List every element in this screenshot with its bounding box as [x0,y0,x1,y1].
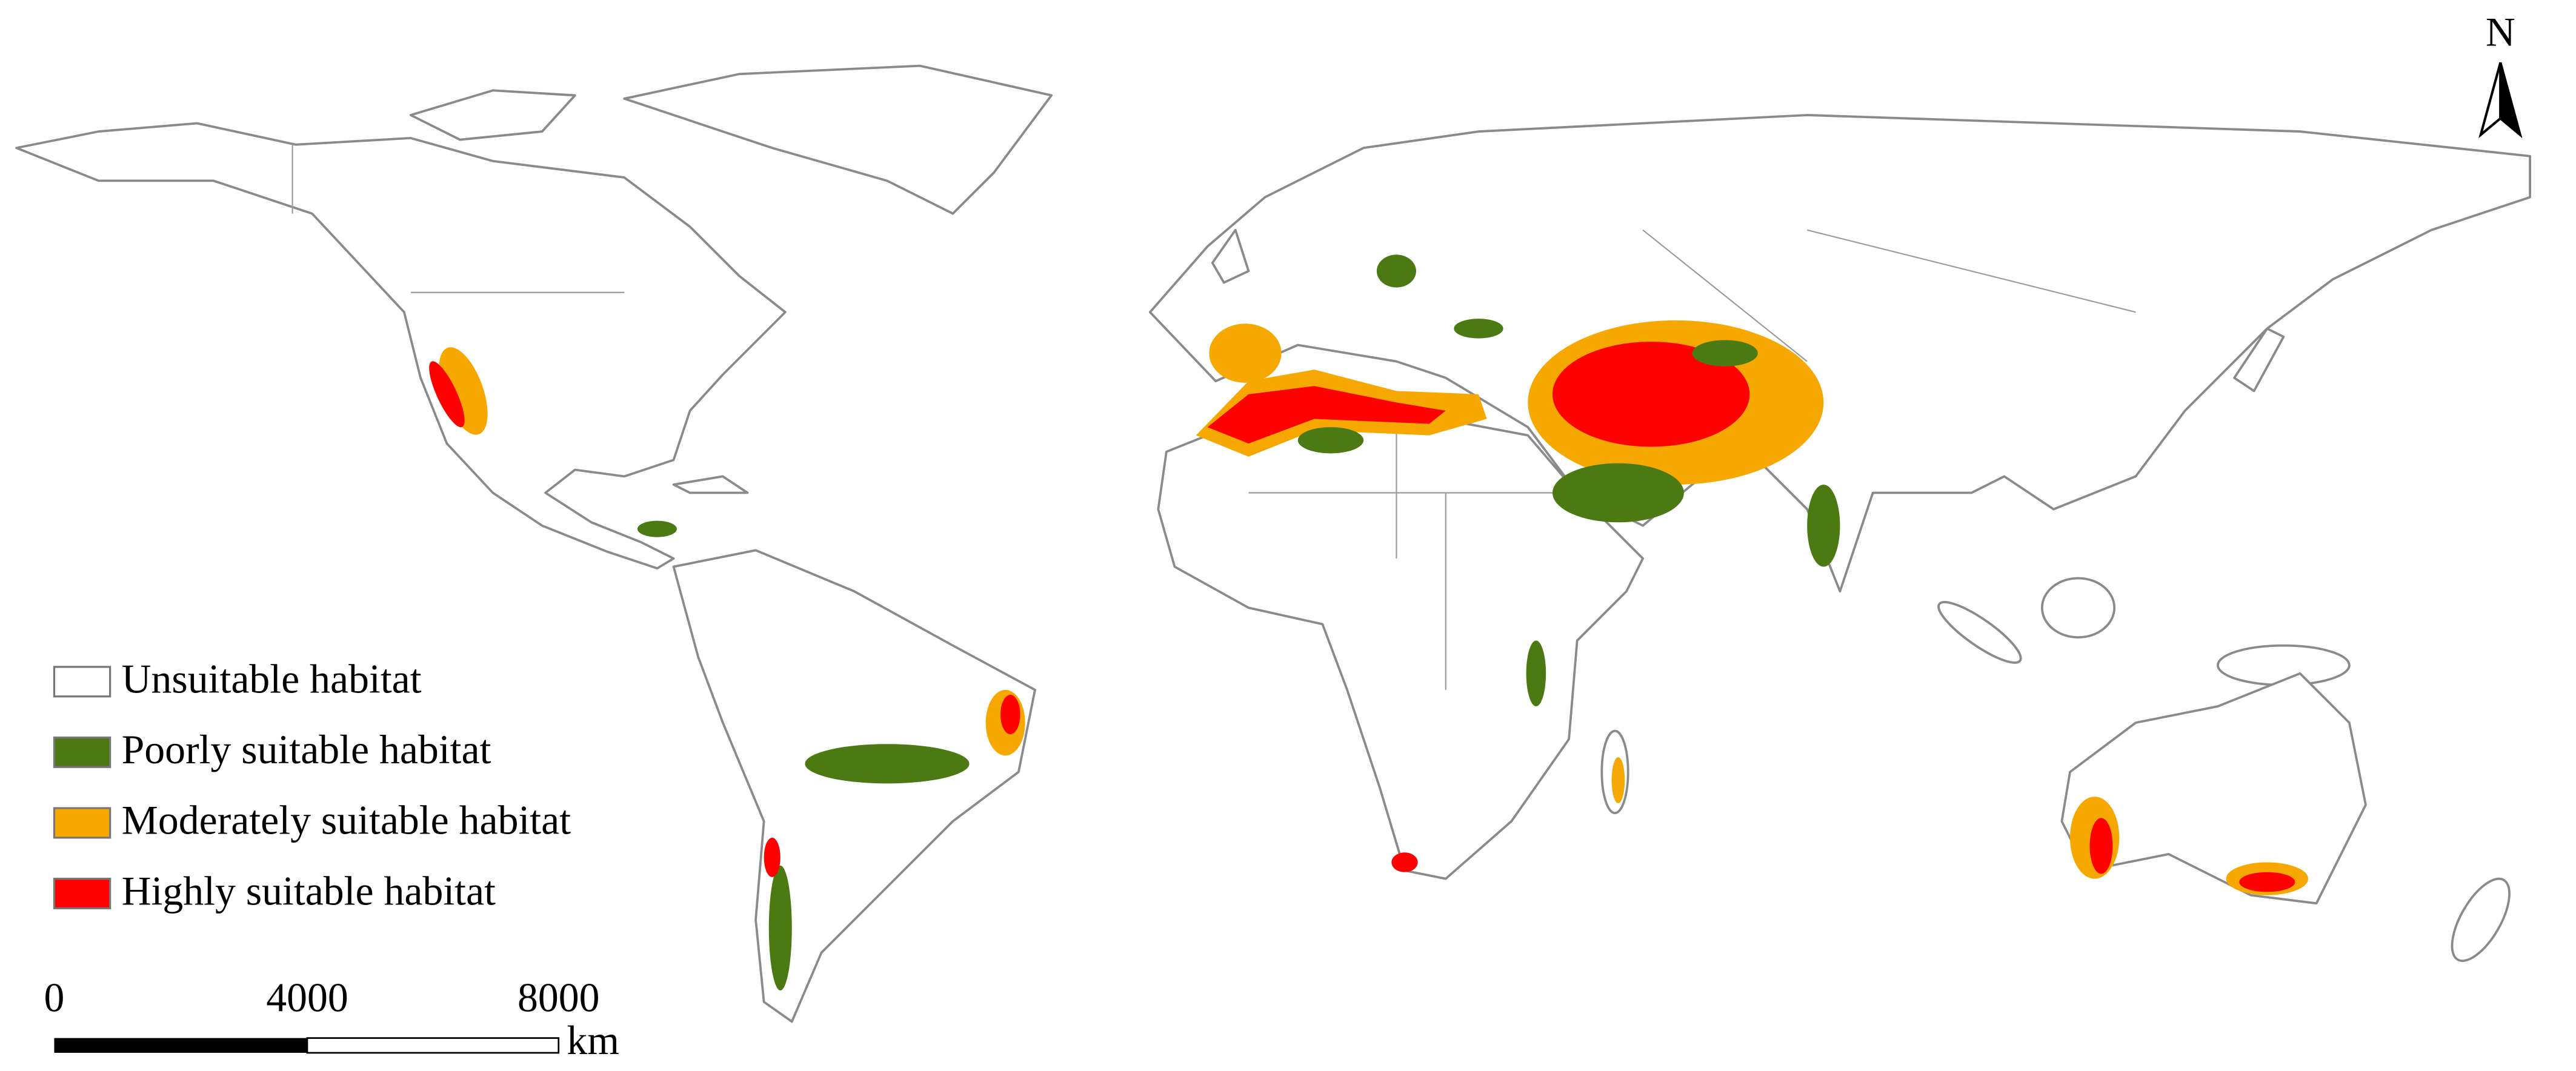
north-arrow-left [2478,62,2502,139]
legend-swatch [53,736,111,768]
habitat-poor [1376,254,1416,288]
habitat-high [429,361,465,428]
habitat-high [2239,872,2295,892]
legend-swatch [53,807,111,839]
habitat-poor [1552,463,1684,523]
arctic-islands [409,89,576,141]
new-zealand [2451,877,2511,963]
greenland [623,64,1053,215]
scale-label: 8000 [518,975,600,1020]
habitat-poor [1454,319,1503,339]
habitat-poor [637,520,677,537]
scale-bar-black [54,1038,307,1053]
north-label: N [2486,9,2515,55]
habitat-high [764,837,780,877]
britain [1211,228,1250,284]
legend-swatch [53,666,111,698]
habitat-high [1207,386,1446,444]
habitat-high [1391,852,1418,872]
legend-label: Moderately suitable habitat [122,798,571,843]
borneo [2040,577,2116,638]
habitat-poor [768,865,792,990]
habitat-poor [1297,427,1364,454]
habitat-high [1552,342,1750,447]
scale-bar-white [306,1037,560,1054]
scale-unit: km [567,1018,619,1063]
scale-label: 4000 [266,975,348,1020]
habitat-moderate [1611,757,1625,803]
habitat-moderate [1209,323,1282,383]
habitat-high [1000,694,1020,735]
habitat-high [2089,818,2113,874]
habitat-moderate [439,347,488,435]
north-arrow-right [2499,62,2523,139]
habitat-poor [805,744,970,784]
eurasia [1148,114,2531,593]
japan [2233,327,2285,393]
sumatra [1937,601,2022,664]
north-arrow: N [2478,9,2523,139]
habitat-poor [1692,340,1758,366]
habitat-poor [1526,640,1546,706]
legend-label: Highly suitable habitat [122,868,496,913]
land [15,64,2531,1023]
habitat [429,254,2309,990]
scale-label: 0 [44,975,65,1020]
habitat-poor [1807,484,1840,567]
borders [291,144,2136,690]
legend: Unsuitable habitat Poorly suitable habita… [53,657,571,913]
north-america [15,122,787,570]
cuba [672,475,749,494]
south-america [672,549,1036,1023]
legend-label: Poorly suitable habitat [122,727,491,772]
legend-label: Unsuitable habitat [122,657,422,702]
africa [1157,409,1644,880]
legend-swatch [53,877,111,910]
